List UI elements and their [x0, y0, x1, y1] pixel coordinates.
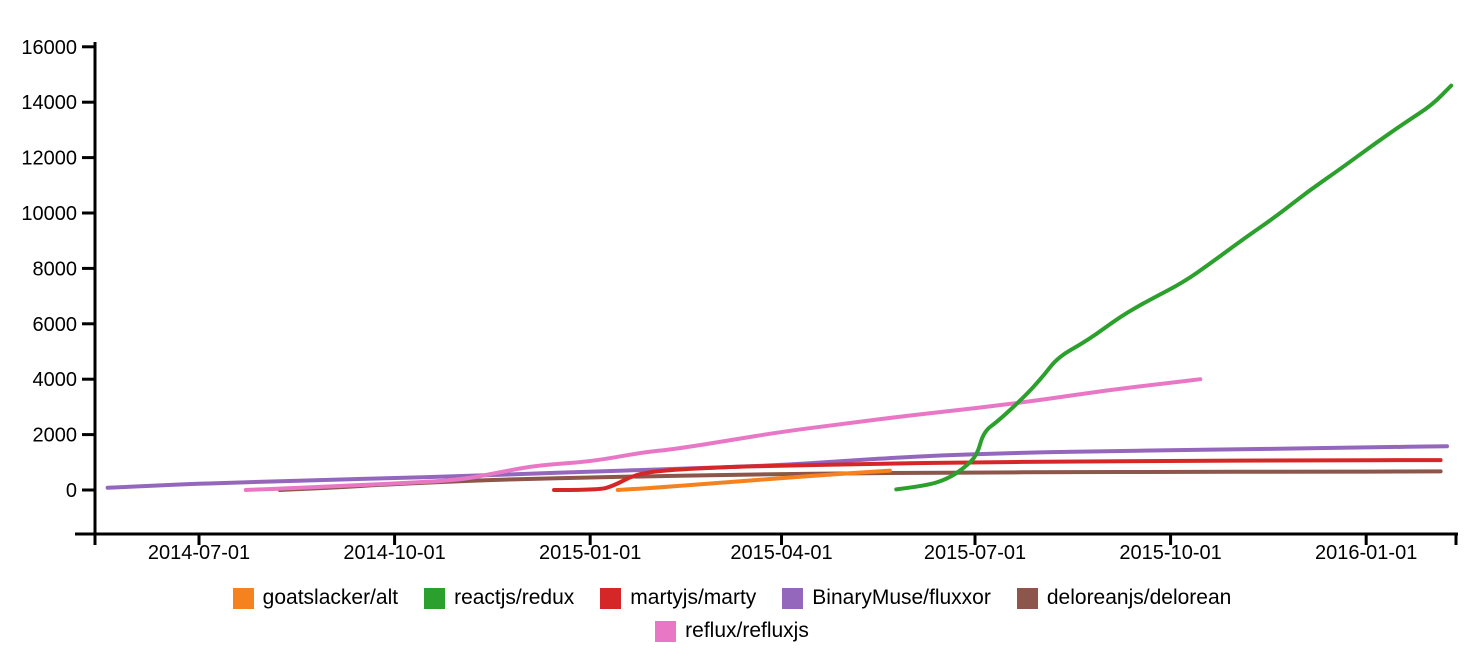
- series-line-reactjs-redux: [894, 83, 1454, 492]
- y-tick-label: 16000: [21, 37, 77, 59]
- x-tick-label: 2014-07-01: [148, 542, 250, 564]
- legend-swatch-reflux-refluxjs: [655, 620, 677, 642]
- legend-item-deloreanjs-delorean: deloreanjs/delorean: [1016, 586, 1232, 610]
- x-tick-label: 2015-04-01: [730, 542, 832, 564]
- legend-label-reactjs-redux: reactjs/redux: [454, 586, 575, 609]
- legend-swatch-binarymuse-fluxxor: [782, 587, 804, 609]
- y-tick-label: 10000: [21, 203, 77, 225]
- legend-label-reflux-refluxjs: reflux/refluxjs: [685, 619, 809, 642]
- legend-swatch-reactjs-redux: [424, 587, 446, 609]
- legend-item-goatslacker-alt: goatslacker/alt: [232, 586, 399, 610]
- series-line-reflux-refluxjs: [243, 377, 1203, 492]
- x-tick-label: 2015-10-01: [1119, 542, 1221, 564]
- legend-label-binarymuse-fluxxor: BinaryMuse/fluxxor: [812, 586, 991, 609]
- y-tick-label: 12000: [21, 148, 77, 170]
- legend-swatch-goatslacker-alt: [232, 587, 254, 609]
- legend-row-2: reflux/refluxjs: [0, 619, 1464, 643]
- legend-swatch-martyjs-marty: [600, 587, 622, 609]
- legend-label-martyjs-marty: martyjs/marty: [630, 586, 757, 609]
- legend-swatch-deloreanjs-delorean: [1016, 587, 1038, 609]
- y-tick-label: 6000: [33, 314, 78, 336]
- chart-svg: 0 2000 4000 6000 8000 10000 12000 14000 16000 201…: [21, 37, 1458, 564]
- legend-label-deloreanjs-delorean: deloreanjs/delorean: [1046, 586, 1232, 609]
- legend-label-goatslacker-alt: goatslacker/alt: [262, 586, 399, 609]
- x-tick-label: 2015-01-01: [539, 542, 641, 564]
- x-tick-label: 2015-07-01: [924, 542, 1026, 564]
- legend-item-binarymuse-fluxxor: BinaryMuse/fluxxor: [782, 586, 991, 610]
- series-line-goatslacker-alt: [615, 468, 892, 492]
- y-tick-label: 2000: [33, 425, 78, 447]
- legend-row-1: goatslacker/alt reactjs/redux martyjs/mart…: [0, 586, 1464, 610]
- y-tick-label: 14000: [21, 92, 77, 114]
- legend-item-martyjs-marty: martyjs/marty: [600, 586, 756, 610]
- y-tick-label: 0: [66, 480, 77, 502]
- y-tick-label: 4000: [33, 369, 78, 391]
- y-tick-label: 8000: [33, 258, 78, 280]
- x-tick-label: 2014-10-01: [343, 542, 445, 564]
- x-tick-label: 2016-01-01: [1315, 542, 1417, 564]
- legend-item-reactjs-redux: reactjs/redux: [424, 586, 574, 610]
- legend-item-reflux-refluxjs: reflux/refluxjs: [655, 619, 809, 643]
- series-line-martyjs-marty: [552, 458, 1443, 492]
